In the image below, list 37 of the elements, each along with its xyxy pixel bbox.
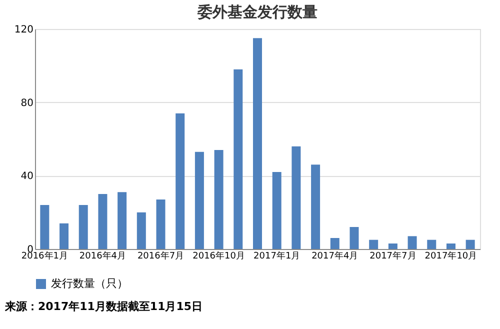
x-tick-label: 2016年10月 xyxy=(192,250,245,262)
legend-label: 发行数量（只） xyxy=(51,277,128,290)
bar xyxy=(60,223,69,249)
bar xyxy=(350,227,359,249)
x-tick-label: 2017年1月 xyxy=(254,250,300,262)
x-tick-label: 2016年1月 xyxy=(21,250,68,262)
bar xyxy=(311,164,320,249)
y-tick-label: 80 xyxy=(20,98,34,109)
bar xyxy=(118,192,127,249)
bar xyxy=(408,236,417,249)
bar xyxy=(253,38,262,249)
bar xyxy=(388,244,398,249)
bar xyxy=(214,150,224,249)
bar xyxy=(98,194,108,249)
bar xyxy=(176,113,185,249)
y-tick-label: 40 xyxy=(20,171,34,182)
bar xyxy=(330,238,340,249)
y-tick-label: 120 xyxy=(14,24,34,36)
x-tick-label: 2016年7月 xyxy=(137,250,184,262)
bar xyxy=(446,244,456,249)
bar xyxy=(156,200,166,249)
bar xyxy=(427,240,436,249)
bar xyxy=(292,146,301,249)
source-note: 来源：2017年11月数据截至11月15日 xyxy=(4,300,203,313)
x-tick-label: 2017年7月 xyxy=(370,250,416,262)
chart-title: 委外基金发行数量 xyxy=(196,3,318,21)
bar xyxy=(272,172,282,249)
x-tick-label: 2016年4月 xyxy=(79,250,126,262)
bar xyxy=(40,205,50,249)
bar xyxy=(234,69,243,249)
bar xyxy=(136,212,146,249)
x-tick-label: 2017年4月 xyxy=(312,250,358,262)
bar xyxy=(194,152,204,249)
bar xyxy=(369,240,378,249)
x-tick-label: 2017年10月 xyxy=(424,250,478,262)
bar xyxy=(466,240,475,249)
bar xyxy=(78,205,88,249)
